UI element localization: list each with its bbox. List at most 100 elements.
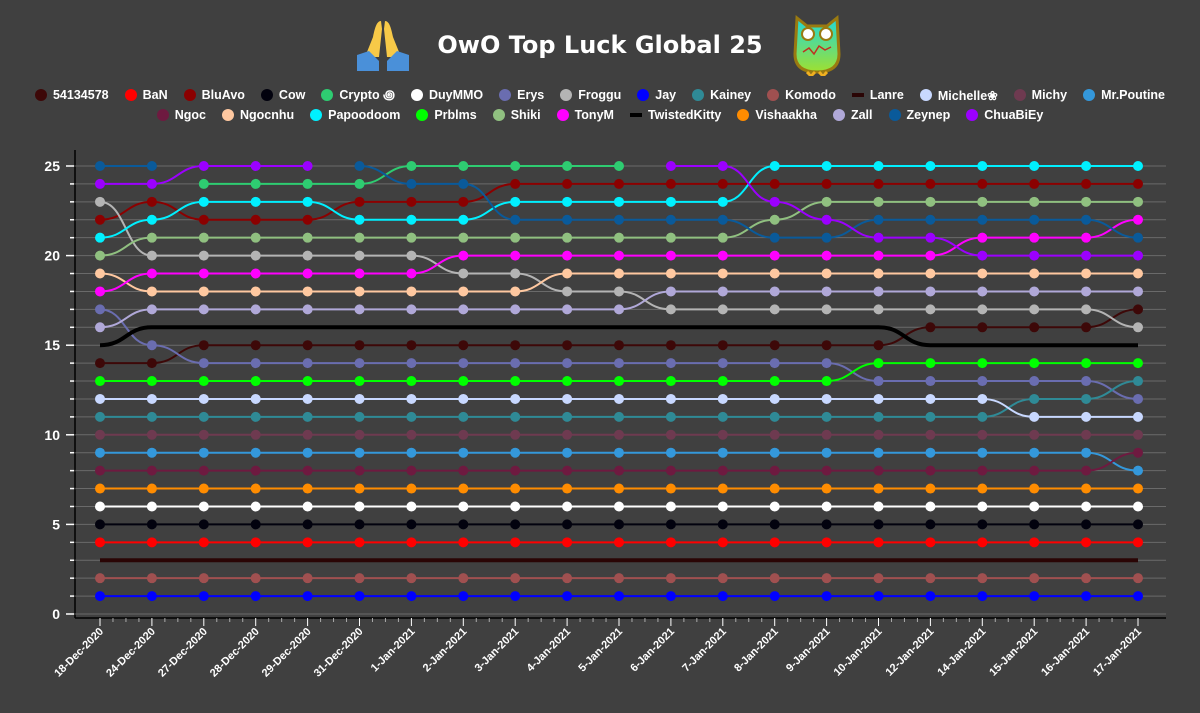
data-point[interactable] (769, 573, 780, 584)
data-point[interactable] (95, 573, 105, 584)
data-point[interactable] (250, 465, 261, 476)
data-point[interactable] (198, 304, 209, 315)
data-point[interactable] (1081, 573, 1092, 584)
data-point[interactable] (717, 501, 728, 512)
data-point[interactable] (354, 340, 365, 351)
data-point[interactable] (1029, 376, 1040, 387)
data-point[interactable] (873, 178, 884, 189)
data-point[interactable] (614, 376, 624, 387)
data-point[interactable] (406, 358, 417, 369)
data-point[interactable] (925, 161, 936, 171)
data-point[interactable] (769, 304, 780, 315)
data-point[interactable] (977, 250, 988, 261)
data-point[interactable] (614, 501, 624, 512)
data-point[interactable] (458, 411, 469, 422)
data-point[interactable] (873, 214, 884, 225)
data-point[interactable] (354, 358, 365, 369)
data-point[interactable] (406, 393, 417, 404)
data-point[interactable] (977, 286, 988, 297)
data-point[interactable] (562, 161, 573, 171)
data-point[interactable] (250, 286, 261, 297)
data-point[interactable] (95, 519, 105, 530)
data-point[interactable] (665, 465, 676, 476)
data-point[interactable] (95, 411, 105, 422)
data-point[interactable] (717, 591, 728, 602)
data-point[interactable] (1133, 429, 1143, 440)
data-point[interactable] (302, 304, 313, 315)
data-point[interactable] (458, 178, 469, 189)
legend-item[interactable]: Lanre (851, 86, 904, 104)
data-point[interactable] (925, 591, 936, 602)
data-point[interactable] (614, 358, 624, 369)
data-point[interactable] (302, 268, 313, 279)
data-point[interactable] (821, 465, 832, 476)
data-point[interactable] (925, 393, 936, 404)
data-point[interactable] (458, 232, 469, 243)
data-point[interactable] (717, 268, 728, 279)
data-point[interactable] (458, 358, 469, 369)
data-point[interactable] (873, 196, 884, 207)
data-point[interactable] (250, 501, 261, 512)
data-point[interactable] (665, 573, 676, 584)
data-point[interactable] (821, 178, 832, 189)
data-point[interactable] (302, 286, 313, 297)
data-point[interactable] (821, 250, 832, 261)
data-point[interactable] (665, 196, 676, 207)
data-point[interactable] (95, 358, 105, 369)
data-point[interactable] (95, 447, 105, 458)
data-point[interactable] (146, 304, 157, 315)
data-point[interactable] (354, 501, 365, 512)
data-point[interactable] (302, 537, 313, 548)
data-point[interactable] (1081, 483, 1092, 494)
data-point[interactable] (717, 465, 728, 476)
data-point[interactable] (198, 286, 209, 297)
data-point[interactable] (406, 411, 417, 422)
data-point[interactable] (510, 591, 521, 602)
data-point[interactable] (873, 483, 884, 494)
data-point[interactable] (146, 178, 157, 189)
data-point[interactable] (562, 573, 573, 584)
data-point[interactable] (665, 250, 676, 261)
data-point[interactable] (977, 268, 988, 279)
legend-item[interactable]: Crypto ꩜ (321, 86, 395, 104)
data-point[interactable] (873, 232, 884, 243)
data-point[interactable] (1081, 411, 1092, 422)
data-point[interactable] (821, 268, 832, 279)
data-point[interactable] (510, 196, 521, 207)
data-point[interactable] (1133, 411, 1143, 422)
data-point[interactable] (250, 268, 261, 279)
data-point[interactable] (354, 268, 365, 279)
data-point[interactable] (665, 214, 676, 225)
data-point[interactable] (769, 411, 780, 422)
data-point[interactable] (458, 465, 469, 476)
data-point[interactable] (406, 232, 417, 243)
data-point[interactable] (665, 411, 676, 422)
data-point[interactable] (406, 591, 417, 602)
data-point[interactable] (821, 411, 832, 422)
data-point[interactable] (614, 268, 624, 279)
data-point[interactable] (614, 286, 624, 297)
data-point[interactable] (146, 483, 157, 494)
data-point[interactable] (925, 429, 936, 440)
data-point[interactable] (1133, 537, 1143, 548)
data-point[interactable] (769, 447, 780, 458)
legend-item[interactable]: Michy (1013, 86, 1067, 104)
data-point[interactable] (302, 376, 313, 387)
data-point[interactable] (458, 268, 469, 279)
data-point[interactable] (717, 161, 728, 171)
data-point[interactable] (821, 573, 832, 584)
data-point[interactable] (1081, 465, 1092, 476)
data-point[interactable] (458, 573, 469, 584)
data-point[interactable] (1029, 304, 1040, 315)
data-point[interactable] (510, 376, 521, 387)
data-point[interactable] (562, 501, 573, 512)
data-point[interactable] (354, 483, 365, 494)
data-point[interactable] (769, 429, 780, 440)
data-point[interactable] (977, 161, 988, 171)
data-point[interactable] (614, 537, 624, 548)
data-point[interactable] (198, 519, 209, 530)
data-point[interactable] (302, 340, 313, 351)
data-point[interactable] (925, 322, 936, 333)
data-point[interactable] (1081, 591, 1092, 602)
data-point[interactable] (977, 322, 988, 333)
